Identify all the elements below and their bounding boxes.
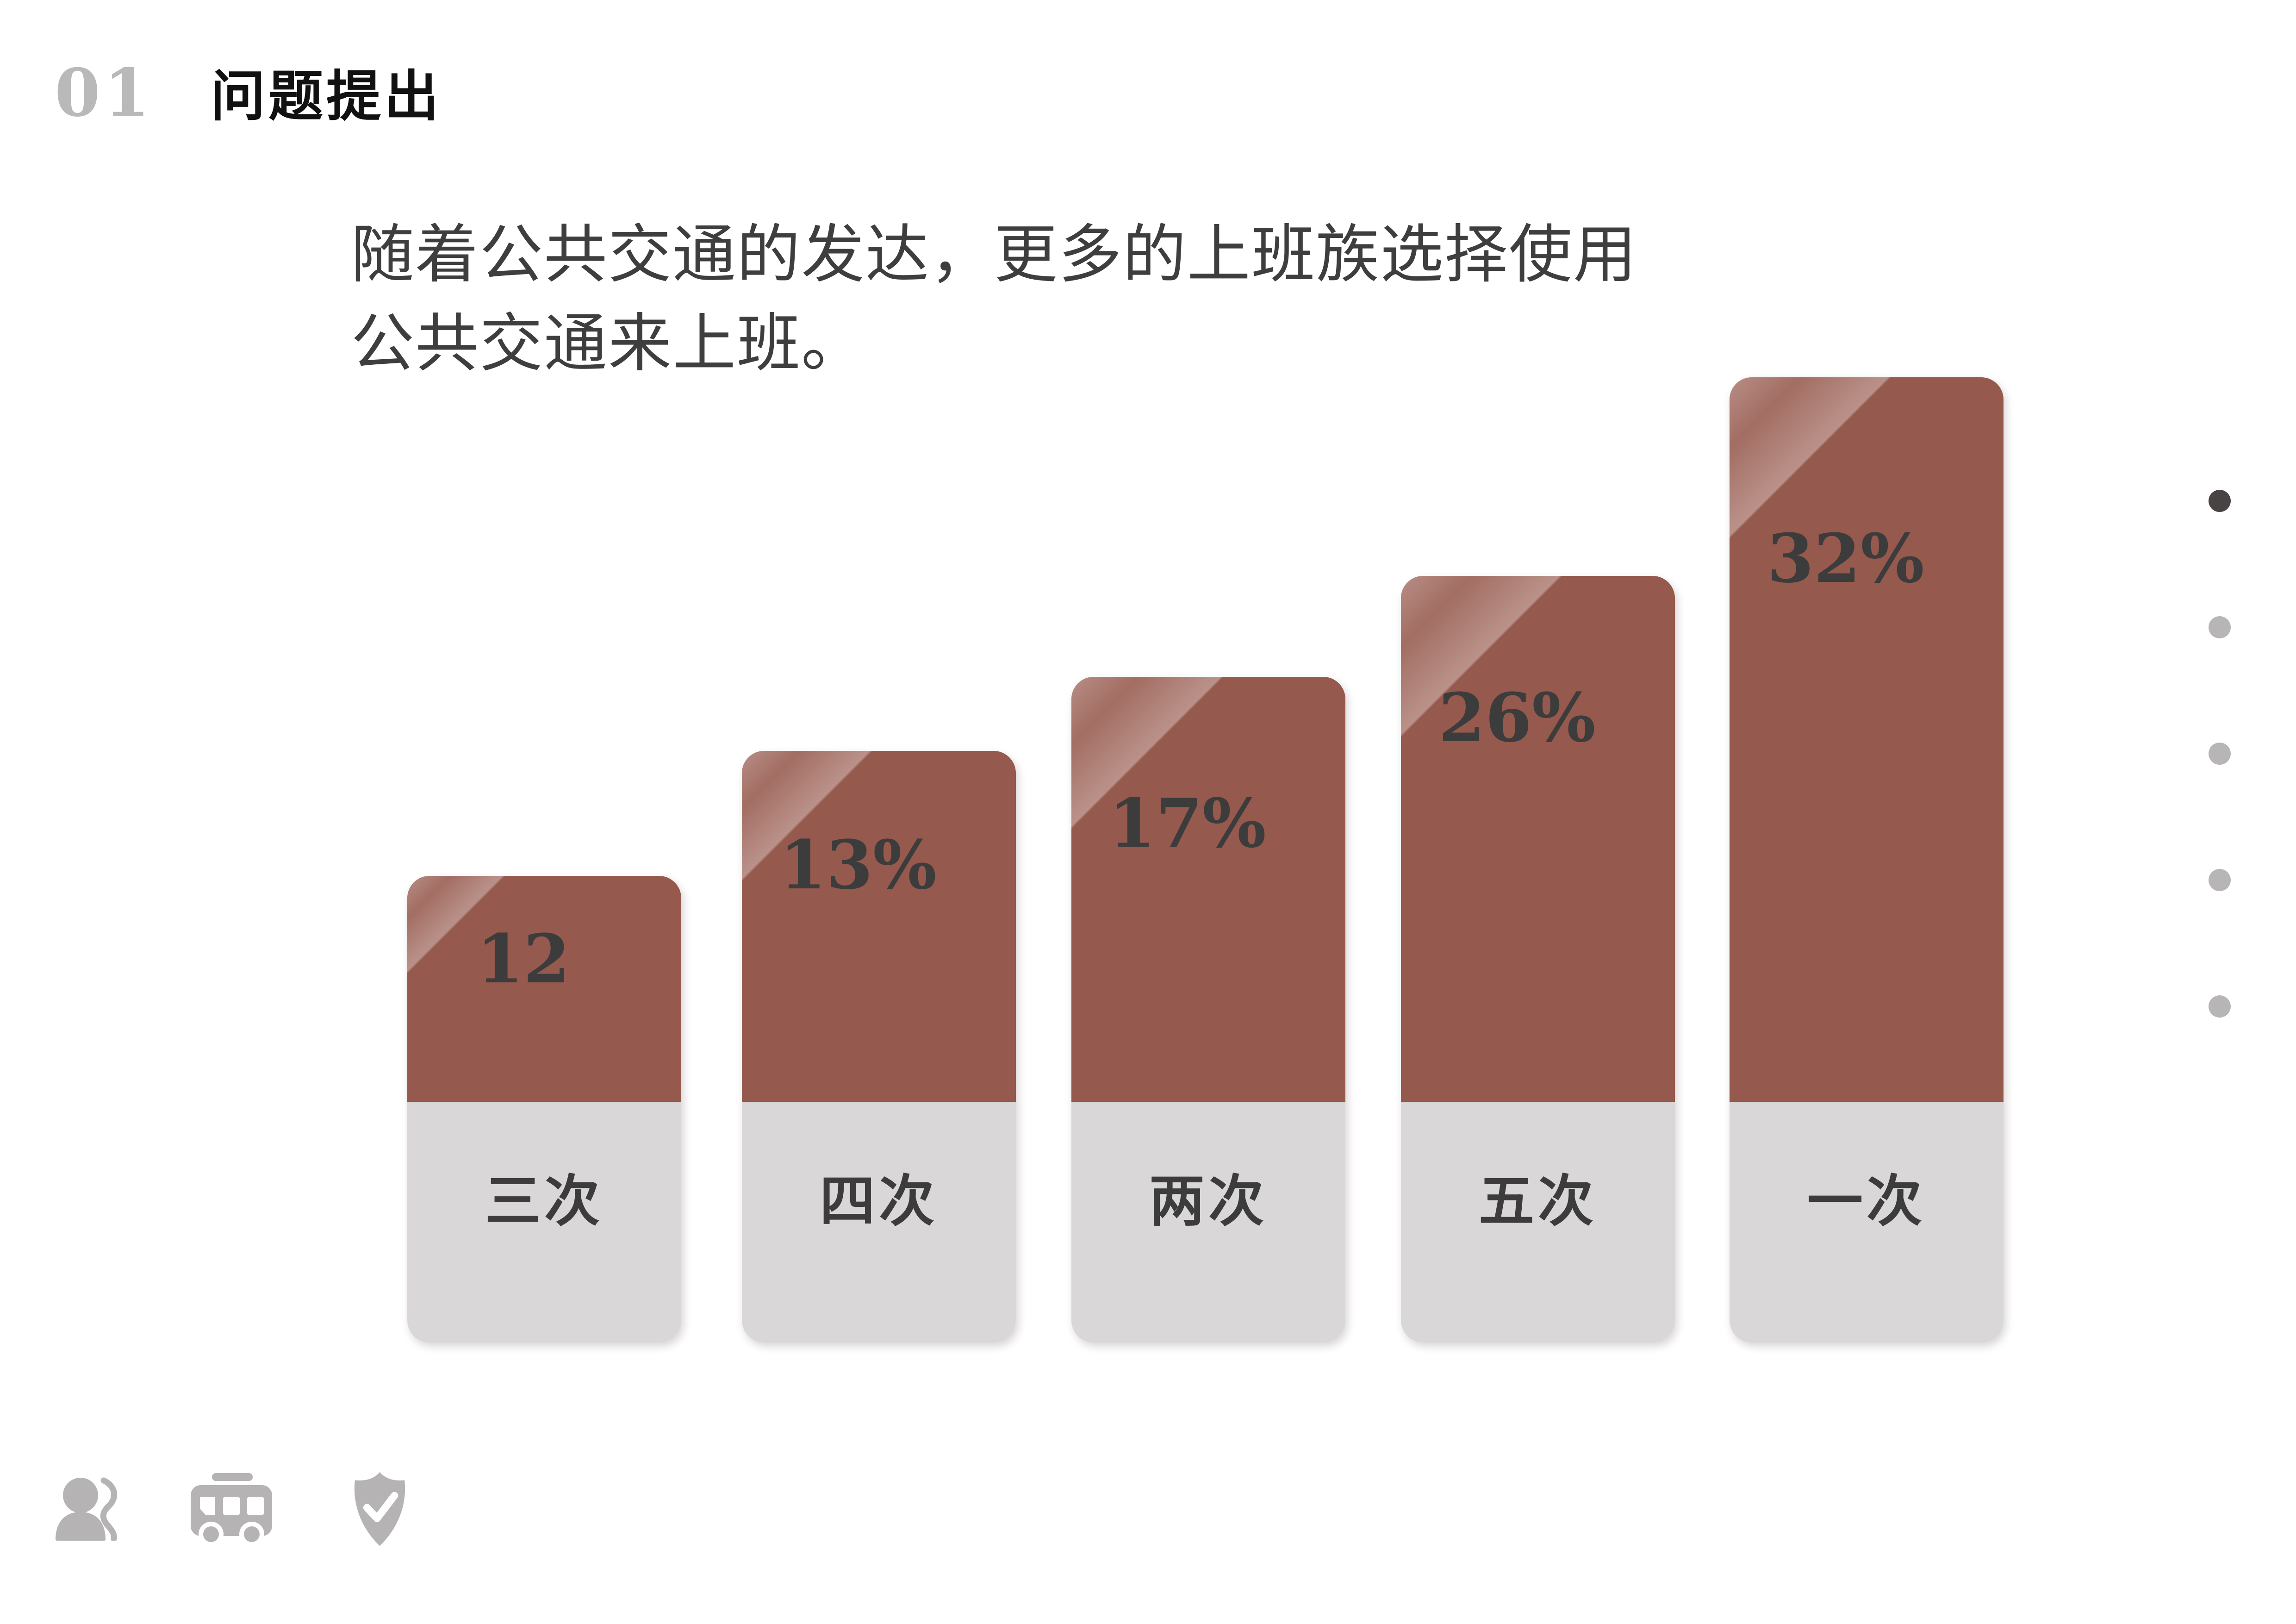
bar-pedestal: 两次 <box>1071 1102 1345 1343</box>
person-icon <box>52 1476 126 1543</box>
bar-category-label: 五次 <box>1479 1168 1597 1234</box>
bus-icon <box>190 1473 273 1548</box>
bar-yici: 32% 一次 <box>1730 377 2004 1343</box>
page-title: 问题提出 <box>211 66 442 127</box>
bar-category-label: 两次 <box>1149 1168 1268 1234</box>
bar-column: 17% <box>1071 677 1345 1102</box>
bar-column: 12 <box>407 876 681 1102</box>
bar-sanci: 12 三次 <box>407 876 681 1343</box>
bar-column: 13% <box>742 751 1016 1102</box>
bar-value-label: 12 <box>477 920 570 999</box>
intro-paragraph: 随着公共交通的发达，更多的上班族选择使用 公共交通来上班。 <box>351 211 1637 388</box>
bar-value-label: 26% <box>1438 679 1596 757</box>
shield-check-icon <box>346 1470 413 1552</box>
bar-category-label: 一次 <box>1807 1168 1926 1234</box>
intro-line-1: 随着公共交通的发达，更多的上班族选择使用 <box>351 219 1638 290</box>
nav-dot-1[interactable] <box>2209 490 2231 512</box>
bar-wuci: 26% 五次 <box>1401 576 1675 1343</box>
intro-line-2: 公共交通来上班。 <box>351 308 866 379</box>
nav-dot-5[interactable] <box>2209 995 2231 1018</box>
bar-category-label: 三次 <box>485 1168 604 1234</box>
bar-column: 26% <box>1401 576 1675 1102</box>
nav-dot-3[interactable] <box>2209 743 2231 765</box>
bar-pedestal: 三次 <box>407 1102 681 1343</box>
bar-liangci: 17% 两次 <box>1071 677 1345 1343</box>
bar-value-label: 13% <box>779 826 937 905</box>
bar-value-label: 17% <box>1109 784 1266 863</box>
bar-pedestal: 五次 <box>1401 1102 1675 1343</box>
bar-value-label: 32% <box>1767 519 1924 598</box>
nav-dot-4[interactable] <box>2209 869 2231 891</box>
bar-pedestal: 一次 <box>1730 1102 2004 1343</box>
section-number: 01 <box>55 55 154 131</box>
bar-pedestal: 四次 <box>742 1102 1016 1343</box>
bar-column: 32% <box>1730 377 2004 1102</box>
bar-sici: 13% 四次 <box>742 751 1016 1343</box>
nav-dot-2[interactable] <box>2209 616 2231 638</box>
bar-category-label: 四次 <box>820 1168 938 1234</box>
